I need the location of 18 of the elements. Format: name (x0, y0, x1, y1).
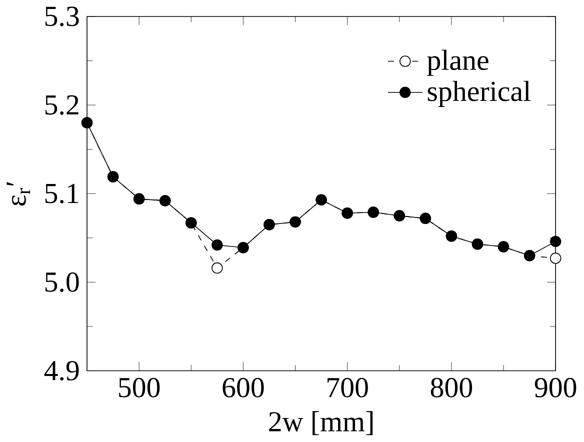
legend-label: plane (427, 50, 488, 76)
point (550, 252, 562, 264)
point (550, 236, 562, 248)
x-tick-label: 900 (534, 378, 576, 398)
x-tick-label: 800 (430, 378, 472, 398)
y-tick-label: 4.9 (44, 361, 79, 381)
x-axis-title: 2w [mm] (269, 411, 373, 436)
y-tick-label: 5.1 (45, 184, 78, 204)
y-axis-title: ε$_{r}$′ (6, 182, 30, 206)
y-tick-label: 5.2 (45, 95, 78, 115)
y-tick-label: 5.0 (45, 272, 79, 292)
x-tick-label: 700 (328, 378, 368, 398)
point (212, 239, 223, 251)
point (212, 262, 223, 274)
x-tick-label: 500 (119, 378, 160, 398)
legend-label: spherical (428, 80, 531, 108)
y-tick-label: 5.3 (45, 6, 79, 26)
x-tick-label: 600 (222, 378, 264, 398)
